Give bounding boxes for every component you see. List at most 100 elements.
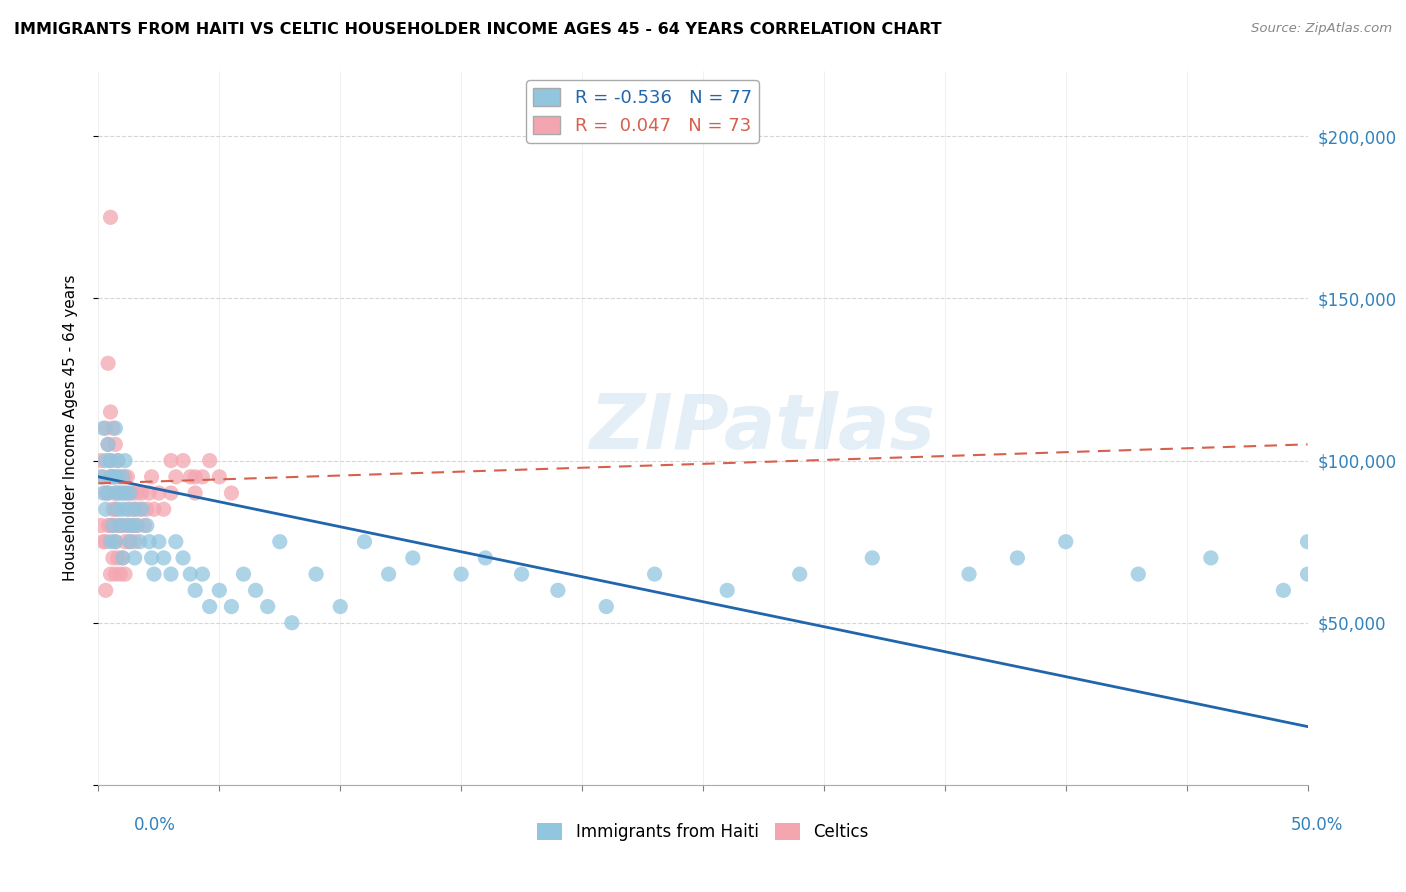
Point <box>179 567 201 582</box>
Point <box>547 583 569 598</box>
Text: 0.0%: 0.0% <box>134 816 176 834</box>
Point <box>107 486 129 500</box>
Point <box>114 486 136 500</box>
Point <box>141 550 163 565</box>
Point <box>131 486 153 500</box>
Point <box>152 502 174 516</box>
Point <box>104 486 127 500</box>
Point <box>160 567 183 582</box>
Point <box>114 534 136 549</box>
Point <box>1007 550 1029 565</box>
Point <box>124 502 146 516</box>
Point <box>127 518 149 533</box>
Point <box>107 518 129 533</box>
Point <box>114 453 136 467</box>
Point <box>97 437 120 451</box>
Point <box>143 567 166 582</box>
Point <box>91 534 114 549</box>
Point <box>100 518 122 533</box>
Point <box>97 518 120 533</box>
Point <box>644 567 666 582</box>
Point <box>510 567 533 582</box>
Point <box>107 502 129 516</box>
Point <box>208 470 231 484</box>
Point <box>208 583 231 598</box>
Point <box>104 421 127 435</box>
Point <box>138 486 160 500</box>
Point <box>111 502 134 516</box>
Point <box>97 437 120 451</box>
Point <box>329 599 352 614</box>
Point <box>184 470 207 484</box>
Point <box>305 567 328 582</box>
Point <box>90 518 112 533</box>
Point <box>160 453 183 467</box>
Point <box>118 534 141 549</box>
Point <box>118 502 141 516</box>
Point <box>104 486 127 500</box>
Point <box>114 470 136 484</box>
Point <box>101 518 124 533</box>
Point <box>117 486 139 500</box>
Point <box>353 534 375 549</box>
Legend: Immigrants from Haiti, Celtics: Immigrants from Haiti, Celtics <box>530 816 876 848</box>
Point <box>101 470 124 484</box>
Point <box>124 534 146 549</box>
Point <box>104 534 127 549</box>
Point <box>94 421 117 435</box>
Point <box>198 453 221 467</box>
Point <box>104 534 127 549</box>
Point <box>101 470 124 484</box>
Point <box>152 550 174 565</box>
Point <box>121 486 143 500</box>
Point <box>179 470 201 484</box>
Point <box>124 550 146 565</box>
Point <box>94 486 117 500</box>
Point <box>118 486 141 500</box>
Point <box>94 534 117 549</box>
Point <box>789 567 811 582</box>
Text: 50.0%: 50.0% <box>1291 816 1343 834</box>
Point <box>232 567 254 582</box>
Point <box>108 518 131 533</box>
Point <box>114 567 136 582</box>
Point <box>104 470 127 484</box>
Point <box>101 421 124 435</box>
Point <box>138 534 160 549</box>
Point <box>221 599 243 614</box>
Point <box>97 486 120 500</box>
Point <box>184 583 207 598</box>
Text: ZIPatlas: ZIPatlas <box>591 392 936 465</box>
Point <box>269 534 291 549</box>
Point <box>100 567 122 582</box>
Point <box>100 470 122 484</box>
Point <box>127 518 149 533</box>
Point <box>108 567 131 582</box>
Point <box>165 534 187 549</box>
Point <box>97 356 120 370</box>
Point <box>117 502 139 516</box>
Point <box>127 486 149 500</box>
Point <box>148 486 170 500</box>
Point <box>107 470 129 484</box>
Point <box>91 470 114 484</box>
Point <box>245 583 267 598</box>
Point <box>402 550 425 565</box>
Point <box>221 486 243 500</box>
Point <box>172 550 194 565</box>
Point <box>104 437 127 451</box>
Point <box>1296 534 1319 549</box>
Point <box>111 518 134 533</box>
Point <box>107 453 129 467</box>
Point <box>450 567 472 582</box>
Point <box>148 534 170 549</box>
Point <box>377 567 399 582</box>
Point <box>108 518 131 533</box>
Point <box>184 486 207 500</box>
Point <box>94 583 117 598</box>
Point <box>135 518 157 533</box>
Point <box>118 534 141 549</box>
Point <box>108 486 131 500</box>
Point <box>1272 583 1295 598</box>
Point <box>595 599 617 614</box>
